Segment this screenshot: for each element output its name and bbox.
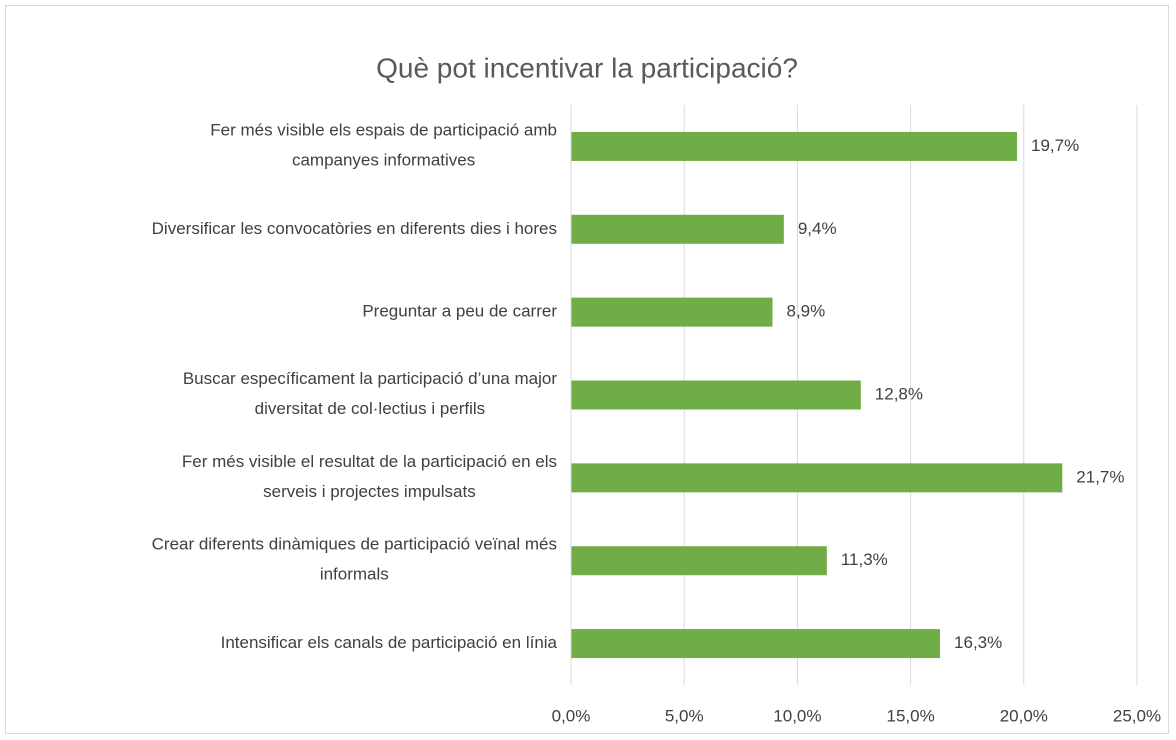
bar	[571, 214, 784, 244]
bar	[571, 629, 941, 659]
y-tick-label: Intensificar els canals de participació …	[221, 633, 558, 652]
value-label: 8,9%	[786, 302, 825, 321]
y-tick-label: Preguntar a peu de carrer	[362, 302, 557, 321]
y-tick-label: Fer més visible els espais de participac…	[210, 121, 557, 170]
x-tick-label: 5,0%	[665, 706, 704, 725]
bar	[571, 546, 827, 576]
value-label: 11,3%	[841, 550, 888, 569]
chart-title: Què pot incentivar la participació?	[376, 52, 798, 83]
bar	[571, 380, 861, 410]
value-label: 19,7%	[1031, 136, 1079, 155]
x-tick-label: 15,0%	[886, 706, 934, 725]
value-label: 12,8%	[875, 384, 923, 403]
value-label: 21,7%	[1076, 467, 1124, 486]
y-tick-label: Crear diferents dinàmiques de participac…	[152, 535, 557, 584]
y-tick-label: Fer més visible el resultat de la partic…	[182, 452, 557, 501]
x-tick-label: 25,0%	[1113, 706, 1161, 725]
y-tick-label: Buscar específicament la participació d’…	[183, 369, 558, 418]
bar	[571, 297, 773, 327]
x-tick-label: 20,0%	[1000, 706, 1048, 725]
bar	[571, 463, 1063, 493]
value-label: 16,3%	[954, 633, 1002, 652]
bar	[571, 131, 1018, 161]
y-tick-label: Diversificar les convocatòries en difere…	[152, 219, 557, 238]
value-label: 9,4%	[798, 219, 837, 238]
x-tick-label: 10,0%	[773, 706, 821, 725]
chart-border	[5, 5, 1169, 734]
x-tick-label: 0,0%	[552, 706, 591, 725]
